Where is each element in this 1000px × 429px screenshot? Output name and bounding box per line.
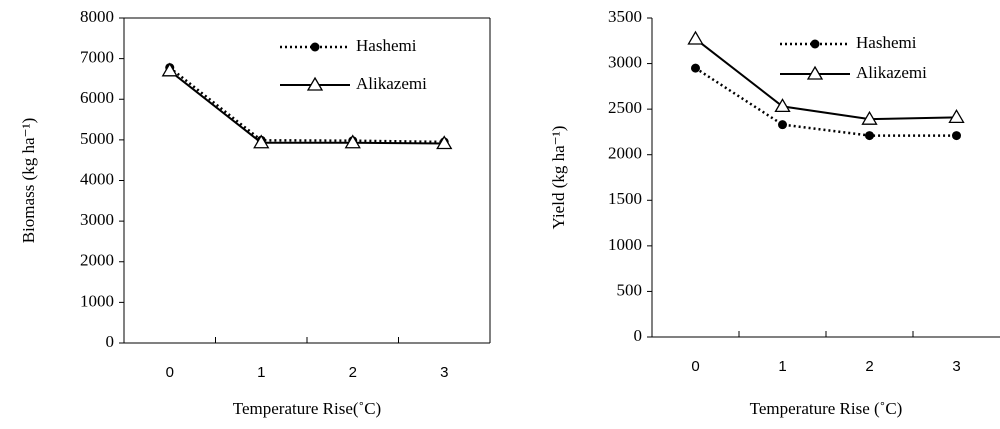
y-tick-label: 3500 [608,7,642,26]
series-line [694,67,957,137]
data-point [861,110,878,125]
legend-marker [810,39,820,49]
y-tick-label: 500 [617,280,643,299]
x-axis-title: Temperature Rise (˚C) [750,399,903,418]
y-tick-label: 1000 [80,291,114,310]
y-axis-title: Yield (kg ha⁻¹) [549,126,568,230]
series-line [694,38,957,121]
y-tick-label: 2000 [608,144,642,163]
y-tick-label: 8000 [80,7,114,26]
y-tick-label: 5000 [80,129,114,148]
data-point [253,134,270,149]
x-axis-title: Temperature Rise(˚C) [233,399,381,418]
y-tick-label: 4000 [80,169,114,188]
y-tick-label: 3000 [608,52,642,71]
y-tick-label: 3000 [80,210,114,229]
data-point [865,131,874,141]
data-point [948,109,965,123]
y-tick-label: 2000 [80,251,114,270]
y-tick-label: 7000 [80,48,114,67]
x-tick-label: 0 [691,358,699,375]
y-axis-title: Biomass (kg ha⁻¹) [19,118,38,244]
y-tick-label: 2500 [608,98,642,117]
y-tick-label: 1000 [608,235,642,254]
x-tick-label: 1 [778,358,786,375]
x-tick-label: 0 [166,364,174,381]
y-tick-label: 1500 [608,189,642,208]
x-tick-label: 1 [257,364,265,381]
x-tick-label: 3 [952,358,960,375]
y-tick-label: 6000 [80,88,114,107]
data-point [344,134,361,149]
data-point [952,131,961,141]
x-tick-label: 2 [349,364,357,381]
y-tick-label: 0 [106,332,115,351]
data-point [161,62,178,77]
y-tick-label: 0 [634,326,643,345]
x-tick-label: 3 [440,364,448,381]
x-tick-label: 2 [865,358,873,375]
data-point [436,135,453,150]
series-line [169,70,445,145]
legend-label: Hashemi [856,33,917,52]
legend-marker [310,42,320,52]
data-point [774,98,791,113]
legend-label: Alikazemi [356,74,427,93]
data-point [778,120,787,130]
data-point [691,63,700,73]
legend-marker [306,76,324,91]
legend-label: Alikazemi [856,63,927,82]
legend-marker [806,65,824,80]
data-point [687,30,704,45]
legend-label: Hashemi [356,36,417,55]
